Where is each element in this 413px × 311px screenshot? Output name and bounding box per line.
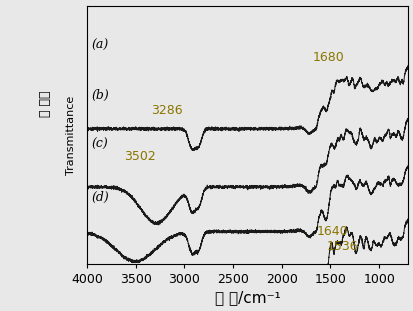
Text: Transmittance: Transmittance [66, 95, 76, 174]
Text: (c): (c) [92, 138, 108, 151]
Text: 透 光率: 透 光率 [38, 91, 52, 117]
X-axis label: 波 数/cm⁻¹: 波 数/cm⁻¹ [214, 290, 280, 305]
Text: 1536: 1536 [326, 240, 358, 253]
Text: 1680: 1680 [312, 51, 344, 64]
Text: 3502: 3502 [123, 150, 155, 163]
Text: (d): (d) [92, 191, 109, 204]
Text: (b): (b) [92, 89, 109, 102]
Text: 3286: 3286 [151, 104, 182, 117]
Text: (a): (a) [92, 39, 109, 52]
Text: 1640: 1640 [316, 225, 348, 238]
